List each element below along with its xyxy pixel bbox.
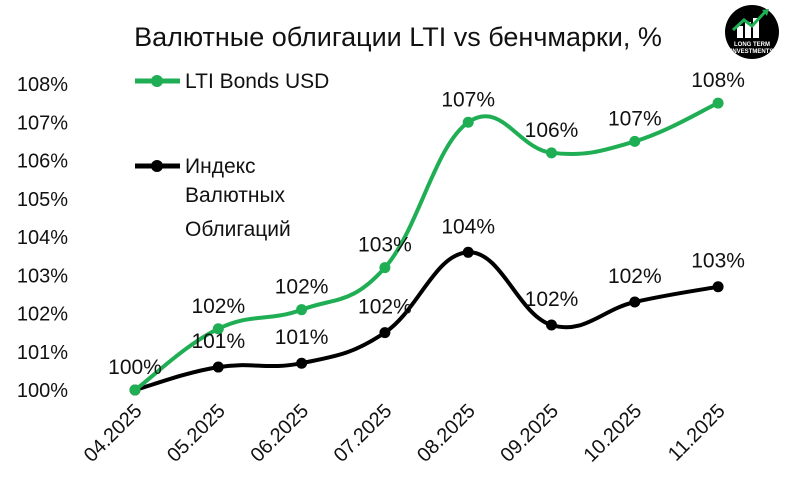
y-tick-label: 103% — [17, 265, 68, 287]
point-index — [212, 361, 224, 373]
data-labels: 100% 102% 102% 103% 107% 106% 107% 108% 101% 101%… — [108, 69, 745, 379]
legend-label-index-line-3: Облигаций — [185, 218, 291, 241]
point-lti-bonds — [462, 116, 474, 128]
point-lti-bonds — [546, 147, 557, 159]
data-label-index: 101% — [191, 330, 245, 353]
x-tick-label: 08.2025 — [413, 400, 480, 467]
y-tick-label: 100% — [17, 380, 68, 402]
series-line-lti-bonds — [133, 101, 719, 392]
point-index — [296, 357, 308, 369]
data-label-lti-bonds: 103% — [358, 234, 412, 257]
point-index — [712, 281, 724, 293]
series-line-index — [134, 250, 719, 392]
data-label-lti-bonds: 102% — [191, 295, 245, 318]
x-tick-label: 07.2025 — [330, 400, 397, 467]
point-lti-bonds — [212, 323, 224, 335]
data-label-lti-bonds: 107% — [608, 107, 662, 130]
data-label-index: 103% — [691, 250, 745, 273]
logo-line-1: LONG TERM — [734, 42, 770, 48]
legend-label-index-line-2: Валютных — [185, 184, 286, 207]
x-tick-label: 06.2025 — [246, 400, 313, 467]
data-label-index: 102% — [608, 265, 662, 288]
y-tick-label: 107% — [17, 112, 68, 134]
series-layer — [129, 97, 724, 396]
data-label-index: 104% — [441, 215, 495, 238]
y-tick-label: 105% — [17, 189, 68, 211]
point-index — [379, 327, 391, 339]
point-index — [546, 319, 557, 331]
x-tick-label: 04.2025 — [80, 400, 147, 467]
y-tick-label: 106% — [17, 151, 68, 173]
x-tick-label: 09.2025 — [496, 400, 563, 467]
data-label-lti-bonds: 100% — [108, 356, 162, 379]
legend-marker-index — [151, 160, 163, 172]
y-tick-label: 104% — [17, 227, 68, 249]
legend-marker-lti-bonds — [151, 75, 163, 87]
y-tick-label: 108% — [17, 74, 68, 96]
point-index — [462, 246, 474, 258]
point-lti-bonds — [129, 384, 141, 396]
point-lti-bonds — [712, 97, 724, 109]
data-label-lti-bonds: 102% — [275, 276, 329, 299]
data-label-lti-bonds: 107% — [441, 88, 495, 111]
y-tick-label: 101% — [17, 342, 68, 364]
chart-title: Валютные облигации LTI vs бенчмарки, % — [134, 22, 662, 52]
x-tick-label: 11.2025 — [664, 400, 730, 466]
logo-line-2: INVESTMENTS — [731, 49, 774, 55]
y-tick-label: 102% — [17, 304, 68, 326]
point-index — [629, 296, 641, 308]
legend-label-lti-bonds: LTI Bonds USD — [185, 70, 329, 93]
brand-logo: LONG TERM INVESTMENTS — [725, 5, 779, 59]
x-tick-label: 05.2025 — [163, 400, 230, 467]
point-lti-bonds — [379, 262, 391, 274]
legend-label-index-line-1: Индекс — [185, 155, 256, 178]
point-lti-bonds — [296, 304, 308, 316]
data-label-index: 102% — [525, 288, 579, 311]
data-label-lti-bonds: 106% — [525, 119, 579, 142]
legend: LTI Bonds USD Индекс Валютных Облигаций — [135, 70, 329, 241]
x-axis: 04.2025 05.2025 06.2025 07.2025 08.2025 09.20… — [80, 400, 730, 467]
data-label-lti-bonds: 108% — [691, 69, 745, 92]
data-label-index: 102% — [358, 296, 412, 319]
point-lti-bonds — [629, 135, 641, 147]
y-axis: 100% 101% 102% 103% 104% 105% 106% 107% 108% — [17, 74, 68, 402]
x-tick-label: 10.2025 — [580, 400, 647, 467]
data-label-index: 101% — [275, 326, 329, 349]
